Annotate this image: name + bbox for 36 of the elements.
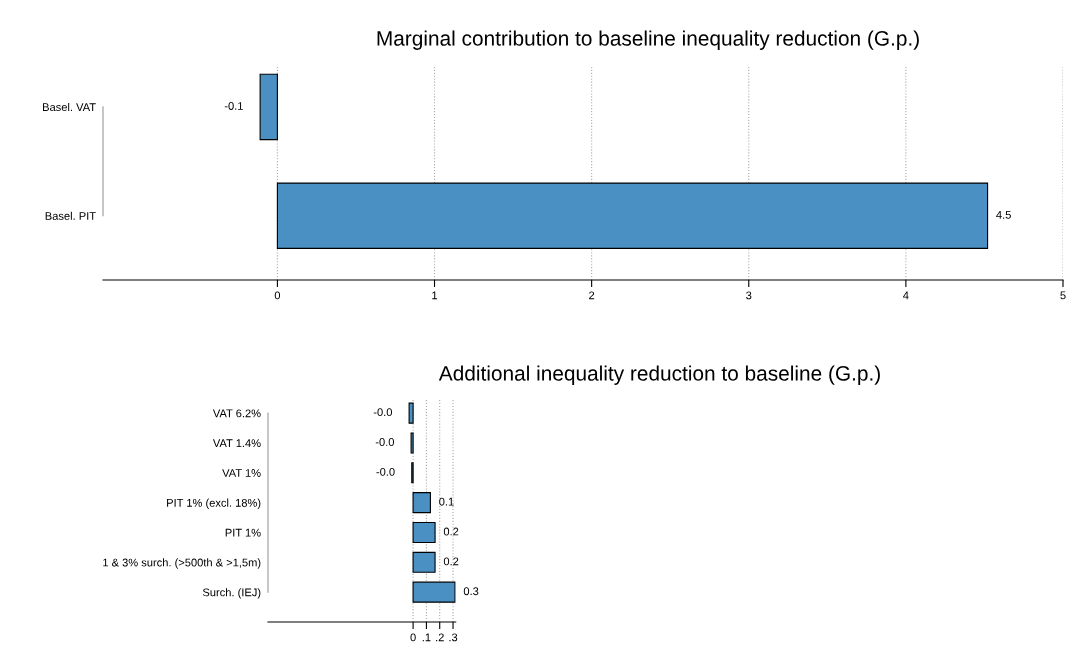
bar — [412, 521, 436, 544]
y-tick-label: Basel. VAT — [43, 102, 96, 112]
x-tick-label: 0 — [274, 291, 281, 300]
data-label: -0.1 — [224, 102, 243, 110]
bar — [408, 402, 414, 424]
x-tick-label: .1 — [422, 633, 431, 642]
y-tick-label: Surch. (IEJ) — [202, 588, 261, 599]
y-tick-label: VAT 1.4% — [212, 439, 261, 448]
data-label: -0.0 — [375, 438, 395, 446]
y-tick-label: PIT 1% — [225, 528, 261, 537]
data-label: 0.2 — [443, 557, 459, 566]
x-tick-label: 4 — [903, 291, 909, 300]
y-tick-label: Basel. PIT — [45, 211, 96, 220]
x-tick-label: .3 — [449, 633, 458, 642]
text: Additional inequality reduction to baseline (G.p.) — [438, 365, 880, 385]
x-tick-label: 5 — [1060, 291, 1066, 300]
x-tick-label: 3 — [746, 291, 752, 300]
bar — [412, 551, 436, 573]
y-tick-label: VAT 6.2% — [212, 409, 261, 418]
x-tick-label: 1 — [432, 291, 438, 300]
x-tick-label: .2 — [436, 633, 444, 642]
chart-title: Marginal contribution to baseline inequality reduction (G.p.) — [377, 30, 919, 50]
data-label: -0.0 — [373, 408, 393, 417]
y-tick-label: PIT 1% (excl. 18%) — [167, 498, 261, 509]
data-label: -0.0 — [376, 467, 395, 476]
y-tick-label: VAT 1% — [222, 469, 261, 477]
data-label: 0.1 — [439, 497, 454, 506]
bar — [410, 432, 414, 454]
x-tick-label: 2 — [589, 291, 595, 300]
bar — [412, 581, 456, 603]
data-label: 0.2 — [443, 527, 459, 536]
bar — [412, 492, 431, 514]
data-label: 0.3 — [463, 587, 479, 596]
data-label: 4.5 — [996, 211, 1011, 219]
y-tick-label: 1 & 3% surch. (>500th & >1,5m) — [103, 558, 261, 569]
x-tick-label: 0 — [410, 633, 416, 642]
